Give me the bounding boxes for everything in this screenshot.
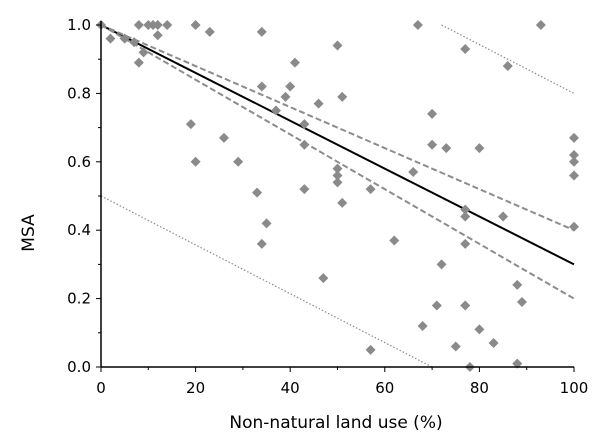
data-point (280, 91, 291, 102)
tick-labels-layer: 0.0 0.2 0.4 0.6 0.8 1.0 0 20 40 60 80 100 (67, 16, 588, 397)
data-point (332, 40, 343, 51)
data-point (535, 20, 546, 30)
data-point (408, 167, 419, 178)
y-tick-label: 0.0 (67, 358, 91, 376)
data-point (569, 221, 579, 232)
prediction-upper-line (441, 24, 575, 94)
data-point (460, 204, 471, 215)
data-point (252, 187, 263, 198)
x-tick-label: 100 (560, 379, 589, 397)
data-point (337, 197, 348, 208)
data-point (152, 20, 163, 30)
x-axis-title: Non-natural land use (%) (229, 413, 442, 433)
data-point (431, 300, 442, 311)
fit-lines-layer (100, 24, 575, 368)
data-point (569, 170, 579, 181)
data-point (204, 26, 215, 37)
axes-layer (96, 21, 575, 372)
data-point (313, 98, 324, 109)
data-point (436, 259, 447, 270)
data-point (256, 81, 267, 92)
data-point (129, 37, 140, 48)
data-point (289, 57, 300, 68)
data-point (488, 338, 499, 349)
data-point (256, 26, 267, 37)
data-point (261, 218, 272, 229)
data-point (256, 238, 267, 249)
data-point (569, 132, 579, 143)
data-point (365, 184, 376, 195)
data-point (417, 320, 428, 331)
data-point (512, 279, 523, 290)
data-point (190, 20, 201, 30)
y-tick-label: 0.6 (67, 153, 91, 171)
data-point (332, 170, 343, 181)
data-point (569, 156, 579, 167)
data-point (332, 163, 343, 174)
data-point (133, 57, 144, 68)
data-point (138, 47, 149, 58)
y-axis-title: MSA (19, 214, 39, 252)
x-tick-label: 0 (96, 379, 106, 397)
data-point (474, 324, 485, 335)
x-tick-label: 40 (281, 379, 300, 397)
data-point (498, 211, 509, 222)
data-point (190, 156, 201, 167)
data-point (185, 119, 196, 130)
data-point (474, 143, 485, 154)
data-point (516, 297, 527, 308)
y-tick-label: 0.2 (67, 290, 91, 308)
confidence-lower-line (100, 24, 575, 300)
data-point (299, 139, 310, 150)
data-point (133, 20, 144, 30)
data-point (512, 358, 523, 369)
data-point (569, 149, 579, 160)
y-tick-label: 1.0 (67, 16, 91, 34)
data-point (441, 143, 452, 154)
data-point (299, 119, 310, 130)
data-point (285, 81, 296, 92)
data-point (271, 105, 282, 116)
data-point (233, 156, 244, 167)
y-tick-label: 0.8 (67, 84, 91, 102)
x-tick-label: 20 (186, 379, 205, 397)
prediction-lower-line (100, 195, 433, 368)
regression-line (100, 24, 575, 266)
data-point (412, 20, 423, 30)
data-point (460, 211, 471, 222)
y-tick-label: 0.4 (67, 221, 91, 239)
data-point (460, 238, 471, 249)
data-point (502, 61, 513, 72)
data-point (299, 184, 310, 195)
data-points-layer (96, 20, 579, 372)
data-point (450, 341, 461, 352)
x-tick-label: 60 (375, 379, 394, 397)
data-point (365, 344, 376, 355)
confidence-upper-line (100, 24, 575, 232)
data-point (152, 30, 163, 41)
data-point (105, 33, 116, 44)
data-point (318, 273, 329, 284)
data-point (337, 91, 348, 102)
data-point (218, 132, 229, 143)
data-point (389, 235, 400, 246)
data-point (162, 20, 173, 30)
data-point (427, 139, 438, 150)
data-point (332, 177, 343, 188)
x-tick-label: 80 (470, 379, 489, 397)
data-point (427, 108, 438, 119)
data-point (460, 300, 471, 311)
data-point (119, 33, 130, 44)
data-point (460, 43, 471, 54)
